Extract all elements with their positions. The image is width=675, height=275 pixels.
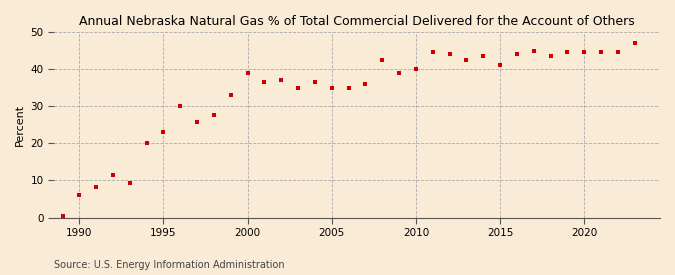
Point: [57, 213, 68, 218]
Point: [529, 48, 539, 53]
Point: [444, 52, 455, 56]
Point: [276, 78, 287, 82]
Point: [293, 86, 304, 90]
Point: [158, 130, 169, 134]
Point: [259, 80, 270, 84]
Point: [192, 120, 202, 124]
Point: [478, 54, 489, 58]
Point: [141, 141, 152, 145]
Point: [377, 57, 387, 62]
Point: [579, 50, 590, 54]
Point: [461, 57, 472, 62]
Point: [545, 54, 556, 58]
Point: [394, 71, 404, 75]
Point: [310, 80, 321, 84]
Point: [495, 63, 506, 68]
Point: [410, 67, 421, 71]
Point: [225, 93, 236, 97]
Point: [596, 50, 607, 54]
Point: [562, 50, 573, 54]
Point: [427, 50, 438, 54]
Point: [90, 185, 101, 189]
Point: [327, 86, 338, 90]
Point: [629, 41, 640, 45]
Point: [74, 193, 85, 197]
Point: [175, 104, 186, 108]
Point: [242, 71, 253, 75]
Point: [512, 52, 522, 56]
Point: [107, 173, 118, 177]
Point: [209, 112, 219, 117]
Title: Annual Nebraska Natural Gas % of Total Commercial Delivered for the Account of O: Annual Nebraska Natural Gas % of Total C…: [79, 15, 635, 28]
Y-axis label: Percent: Percent: [15, 104, 25, 146]
Point: [612, 50, 623, 54]
Text: Source: U.S. Energy Information Administration: Source: U.S. Energy Information Administ…: [54, 260, 285, 270]
Point: [343, 86, 354, 90]
Point: [124, 181, 135, 186]
Point: [360, 82, 371, 86]
